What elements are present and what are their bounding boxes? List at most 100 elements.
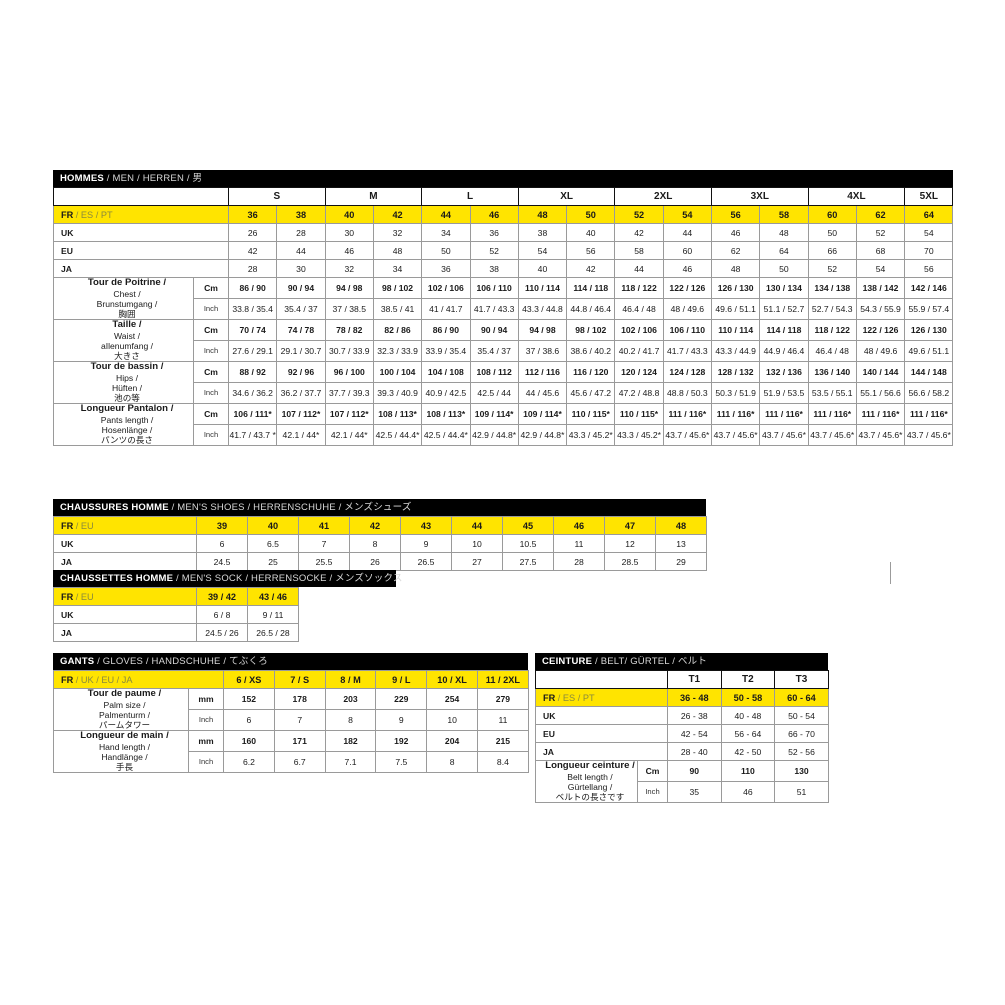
row-label-code: UK	[61, 538, 74, 549]
table-row: FR / ES / PT 36 - 48 50 - 58 60 - 64	[535, 688, 829, 707]
row-label-cell: EU	[53, 241, 229, 260]
cell-value-inch: 9	[375, 709, 428, 731]
cell-value-cm: 74 / 78	[276, 319, 326, 341]
table-row: EU 42 - 54 56 - 64 66 - 70	[535, 724, 829, 743]
cell-value: 50	[759, 259, 809, 278]
table-row: JA 24.5 / 26 26.5 / 28	[53, 623, 299, 642]
cell-value-mm: 182	[324, 730, 377, 752]
measurement-label-line-0: Pants length /	[100, 415, 154, 425]
cell-value: 36	[469, 223, 519, 242]
cell-value: 28.5	[604, 552, 656, 571]
unit-cm: Cm	[637, 760, 668, 782]
cell-value: 6	[196, 534, 248, 553]
cell-value-mm: 279	[477, 688, 529, 710]
row-label-cell: FR / EU	[53, 587, 197, 606]
cell-value: 28	[276, 223, 326, 242]
row-label-cell: JA	[53, 259, 229, 278]
glove-size-header: 7 / S	[273, 670, 326, 689]
row-label-cell: UK	[535, 706, 668, 725]
cell-value: 46	[469, 205, 519, 224]
cell-value-inch: 40.2 / 41.7	[614, 340, 664, 362]
cell-value-inch: 51.1 / 52.7	[759, 298, 809, 320]
cell-value: 9	[400, 534, 452, 553]
men-title-rest: / MEN / HERREN / 男	[103, 173, 203, 184]
cell-value: 54	[662, 205, 713, 224]
gloves-section-header: GANTS / GLOVES / HANDSCHUHE / てぶくろ	[53, 653, 528, 670]
belt-title-main: CEINTURE	[542, 656, 593, 667]
measurement-row-inch: Inch 34.6 / 36.2 36.2 / 37.7 37.7 / 39.3 39.…	[54, 382, 954, 404]
cell-value-cm: 111 / 116*	[759, 403, 809, 425]
cell-value-inch: 42.1 / 44*	[324, 424, 374, 446]
cell-value-mm: 178	[273, 688, 326, 710]
cell-value: 6 / 8	[196, 605, 248, 624]
cell-value-cm: 102 / 106	[421, 277, 471, 299]
cell-value-inch: 37.7 / 39.3	[324, 382, 374, 404]
stray-tick-mark	[890, 562, 891, 584]
belt-measurement-line-0: Belt length /	[567, 772, 613, 782]
cell-value: 28	[553, 552, 605, 571]
size-group-spacer	[53, 187, 229, 206]
cell-value-inch: 43.7 / 45.6*	[807, 424, 857, 446]
cell-value-cm: 70 / 74	[227, 319, 278, 341]
unit-inch: Inch	[193, 340, 229, 362]
unit-cm: Cm	[193, 403, 229, 425]
measurement-label-line-1: Hosenlänge /	[101, 425, 153, 435]
cell-value-inch: 41.7 / 43.3	[662, 340, 713, 362]
cell-value-inch: 42.5 / 44	[469, 382, 519, 404]
cell-value-cm: 92 / 96	[276, 361, 326, 383]
table-row: FR / EU 39 / 42 43 / 46	[53, 587, 299, 606]
cell-value: 58	[759, 205, 809, 224]
cell-value: 50	[807, 223, 857, 242]
row-label-code: JA	[61, 627, 72, 638]
measurement-row-cm: Tour de bassin / Hips / Hüften / 池の等 Cm 88 / …	[53, 361, 954, 404]
table-row: FR / ES / PT 36 38 40 42 44 46 48 50 52 54 56 58 60 62…	[53, 205, 954, 224]
size-group-2XL: 2XL	[614, 187, 712, 206]
shoes-size-table: FR / EU 39 40 41 42 43 44 45 46 47 48 UK 6 6.5 7 8 9 10 10…	[53, 516, 707, 571]
men-title-main: HOMMES	[60, 173, 104, 184]
cell-value: 26.5 / 28	[247, 623, 299, 642]
cell-value: 66	[807, 241, 857, 260]
table-row: EU 42 44 46 48 50 52 54 56 58 60 62 64 66 68 70	[53, 241, 954, 260]
cell-value-inch: 41 / 41.7	[421, 298, 471, 320]
measurement-label-line-0: Waist /	[114, 331, 140, 341]
cell-value: 56	[904, 259, 954, 278]
gloves-label-code: FR	[61, 674, 74, 685]
cell-value-inch: 49.6 / 51.1	[710, 298, 761, 320]
cell-value-mm: 171	[273, 730, 326, 752]
socks-section: CHAUSSETTES HOMME / MEN'S SOCK / HERRENS…	[53, 570, 402, 642]
cell-value-inch: 39.3 / 40.9	[372, 382, 423, 404]
cell-value: 48	[710, 259, 761, 278]
unit-inch: Inch	[193, 382, 229, 404]
size-group-S: S	[228, 187, 326, 206]
cell-value-inch: 44.8 / 46.4	[566, 298, 616, 320]
cell-value-inch: 35.4 / 37	[276, 298, 326, 320]
gloves-label-suffix: / UK / EU / JA	[73, 674, 133, 685]
row-label-code: JA	[543, 746, 554, 757]
cell-value: 36 - 48	[667, 688, 722, 707]
cell-value: 36	[421, 259, 471, 278]
men-section: HOMMES / MEN / HERREN / 男 S M L XL 2XL 3XL 4XL…	[53, 170, 954, 446]
cell-value-cm: 108 / 113*	[421, 403, 471, 425]
measurement-label-fr: Longueur Pantalon /	[80, 403, 174, 414]
cell-value: 26 - 38	[667, 706, 722, 725]
cell-value-inch: 6	[223, 709, 275, 731]
row-label-code: FR	[543, 692, 556, 703]
row-label-code: EU	[61, 245, 73, 256]
belt-size-table: T1 T2 T3 FR / ES / PT 36 - 48 50 - 58 60 - 64 U…	[535, 670, 829, 803]
cell-value: 32	[372, 223, 423, 242]
cell-value-cm: 134 / 138	[807, 277, 857, 299]
unit-cm: Cm	[193, 361, 229, 383]
table-row: JA 24.5 25 25.5 26 26.5 27 27.5 28 28.5 29	[53, 552, 707, 571]
cell-value: 54	[855, 259, 906, 278]
cell-value-cm: 110	[720, 760, 776, 782]
measurement-label-line-0: Hips /	[116, 373, 138, 383]
cell-value-cm: 106 / 111*	[227, 403, 278, 425]
cell-value-inch: 46.4 / 48	[614, 298, 664, 320]
row-label-cell: FR / EU	[53, 516, 197, 535]
glove-size-header: 10 / XL	[426, 670, 478, 689]
row-label-cell: JA	[53, 623, 197, 642]
cell-value-cm: 107 / 112*	[324, 403, 374, 425]
cell-value-cm: 88 / 92	[227, 361, 278, 383]
cell-value-cm: 126 / 130	[904, 319, 954, 341]
